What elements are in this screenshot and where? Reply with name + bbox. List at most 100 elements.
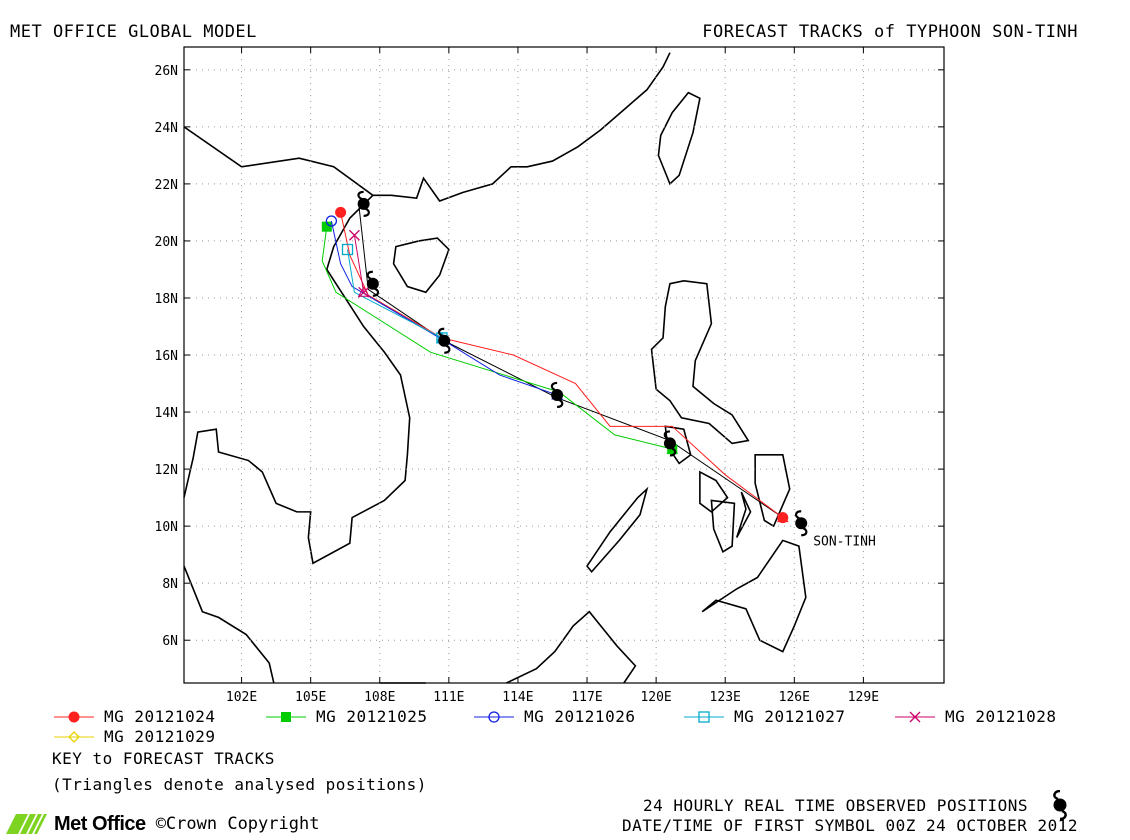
copyright-notice: ©Crown Copyright [155,814,320,834]
typhoon-symbol-arm [794,510,802,520]
lon-tick-label: 102E [226,690,257,705]
forecast-track-line [347,249,443,339]
typhoon-symbol-arm [444,344,451,354]
legend-label: MG 20121024 [104,707,216,726]
legend-item: MG 20121028 [893,707,1056,726]
analysed-triangle [776,511,789,523]
first-symbol-datetime: DATE/TIME OF FIRST SYMBOL 00Z 24 OCTOBER… [622,816,1078,835]
coastline [183,52,671,202]
island-coastline [754,454,791,528]
lon-tick-label: 126E [779,690,810,705]
forecast-tracks [321,206,789,524]
lat-tick-label: 26N [155,64,178,79]
track-point [909,711,921,722]
track-point [325,215,338,227]
typhoon-symbol-icon [794,510,808,537]
typhoon-symbol-arm [669,447,677,457]
typhoon-symbol-core [438,334,451,347]
typhoon-symbol-arm [556,398,564,409]
analysed-track-line [358,206,784,518]
island-coastline [657,91,701,186]
track-point [348,229,360,241]
typhoon-symbol-icon [357,190,370,217]
track-point [358,286,370,298]
island-coastline [699,470,729,513]
lon-tick-label: 129E [848,690,879,705]
typhoon-symbol-icon [550,381,564,409]
observed-positions [357,190,808,537]
track-point-stroke [358,286,370,298]
lon-tick-label: 114E [502,690,533,705]
lon-tick-label: 111E [433,690,464,705]
island-coastline [392,237,450,294]
typhoon-symbol-icon [366,270,380,297]
lon-tick-label: 117E [571,690,602,705]
legend-label: MG 20121028 [945,707,1057,726]
lon-tick-label: 105E [295,690,326,705]
typhoon-symbol-icon [663,430,677,457]
legend-row: MG 20121029 [0,727,1130,751]
lat-tick-label: 20N [155,235,178,250]
typhoon-symbol-arm [363,207,370,217]
coastlines [183,52,807,684]
legend-row: MG 20121024 MG 20121025 MG 20121026 MG 2012… [0,707,1130,731]
track-point [341,243,354,256]
track-point [68,730,80,743]
legend-label: MG 20121026 [524,707,636,726]
legend-item: MG 20121025 [264,707,427,726]
island-coastline [701,539,807,653]
typhoon-symbol-arm [357,190,364,200]
coastline [183,565,275,684]
forecast-track-line [330,220,558,396]
lat-tick-label: 10N [155,520,178,535]
legend-key-title: KEY to FORECAST TRACKS [52,749,275,768]
lat-tick-label: 18N [155,292,178,307]
forecast-track-line [353,235,365,293]
coastline [183,194,411,565]
track-point-stroke [909,711,921,722]
logo-text: Met Office [54,812,146,835]
storm-name-label: SON-TINH [813,534,876,549]
legend-label: MG 20121025 [316,707,428,726]
lon-tick-label: 108E [364,690,395,705]
typhoon-symbol-icon [1053,790,1067,820]
observed-positions-note: 24 HOURLY REAL TIME OBSERVED POSITIONS [643,790,1078,820]
legend-marker-icon [266,711,306,722]
legend-label: MG 20121027 [734,707,846,726]
met-office-stripes-icon [6,814,47,834]
track-point-stroke [348,229,360,241]
lat-tick-label: 12N [155,463,178,478]
map-frame [183,46,945,684]
legend-marker-icon [54,711,94,722]
lat-lon-grid [184,47,944,683]
forecast-track-line [321,226,673,450]
legend-key-note: (Triangles denote analysed positions) [52,775,427,794]
lon-tick-label: 120E [640,690,671,705]
track-point [281,711,291,722]
forecast-track-map: 102E 105E 108E 111E 114E 117E 120E 123E 126E 129E… [155,46,945,705]
typhoon-symbol-arm [550,381,558,391]
legend-label: MG 20121029 [104,727,216,746]
island-coastline [586,486,649,574]
typhoon-symbol-core [366,277,379,290]
typhoon-symbol-arm [801,527,808,537]
lat-tick-label: 16N [155,349,178,364]
legend-item: MG 20121029 [52,727,215,746]
legend-marker-icon [684,710,724,723]
chart-title: FORECAST TRACKS of TYPHOON SON-TINH [702,22,1078,42]
typhoon-symbol-arm [437,327,445,337]
typhoon-symbol-icon [437,327,451,354]
island-coastline [710,499,736,553]
analysed-triangle [357,286,370,297]
track-point [321,221,332,232]
lat-tick-label: 24N [155,121,178,136]
lat-tick-label: 22N [155,178,178,193]
typhoon-symbol-core [795,517,808,530]
track-point [68,711,80,722]
legend-marker-icon [474,710,514,723]
observed-note-text: 24 HOURLY REAL TIME OBSERVED POSITIONS [642,795,1028,815]
typhoon-symbol-arm [663,430,671,440]
track-point [335,206,347,218]
island-coastline [650,280,750,445]
legend-item: MG 20121024 [52,707,215,726]
